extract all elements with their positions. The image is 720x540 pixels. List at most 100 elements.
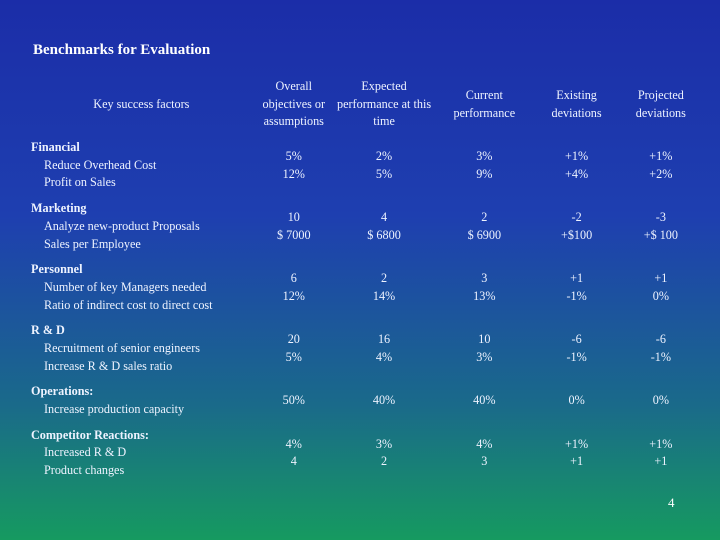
projected-cell: 0% xyxy=(620,379,702,422)
current-value: 3% xyxy=(476,148,493,163)
category-name: Marketing xyxy=(31,201,87,216)
current-cell: 3% 9% xyxy=(435,135,533,196)
overall-cell: 50% xyxy=(255,379,333,422)
category-name: Operations: xyxy=(31,384,94,399)
page-number: 4 xyxy=(668,495,675,510)
projected-cell: +1 0% xyxy=(620,257,702,318)
current-value: 2 xyxy=(481,209,488,224)
overall-value: 12% xyxy=(282,166,305,181)
overall-value: 4 xyxy=(290,454,297,469)
expected-cell: 40% xyxy=(333,379,435,422)
existing-cell: -6 -1% xyxy=(533,318,619,379)
existing-value: +$100 xyxy=(560,227,593,242)
existing-value: -2 xyxy=(571,209,582,224)
expected-cell: 2 14% xyxy=(333,257,435,318)
expected-value: 2 xyxy=(380,454,388,469)
expected-value: 2% xyxy=(375,148,393,163)
col-expected-performance: Expected performance at this time xyxy=(337,79,432,129)
projected-cell: -3 +$ 100 xyxy=(620,196,702,257)
overall-value: 5% xyxy=(285,349,302,364)
col-overall-objectives: Overall objectives or assumptions xyxy=(262,79,326,129)
overall-value: 50% xyxy=(282,393,305,408)
current-cell: 3 13% xyxy=(435,257,533,318)
existing-cell: +1 -1% xyxy=(533,257,619,318)
projected-value: +1 xyxy=(654,271,668,286)
overall-value: 6 xyxy=(290,271,297,286)
key-factor-cell: Personnel Number of key Managers needed Ra… xyxy=(28,257,255,318)
table-header-row: Key success factors Overall objectives o… xyxy=(28,74,702,135)
table-row: R & D Recruitment of senior engineers Incr… xyxy=(28,318,702,379)
table-row: Competitor Reactions: Increased R & D Prod… xyxy=(28,423,702,484)
factor-item: Ratio of indirect cost to direct cost xyxy=(44,297,213,312)
projected-value: -3 xyxy=(655,209,666,224)
current-cell: 40% xyxy=(435,379,533,422)
expected-value: $ 6800 xyxy=(367,227,401,242)
page-title: Benchmarks for Evaluation xyxy=(33,42,211,58)
existing-value: +1 xyxy=(570,454,584,469)
existing-value: 0% xyxy=(568,393,585,408)
projected-value: 0% xyxy=(652,288,669,303)
factor-item: Profit on Sales xyxy=(44,175,116,190)
overall-value: 12% xyxy=(282,288,305,303)
existing-value: +1 xyxy=(570,271,584,286)
existing-value: -1% xyxy=(566,349,587,364)
overall-cell: 20 5% xyxy=(255,318,333,379)
existing-value: +1% xyxy=(565,436,589,451)
factor-item: Analyze new-product Proposals xyxy=(44,218,200,233)
existing-cell: 0% xyxy=(533,379,619,422)
key-factor-cell: Competitor Reactions: Increased R & D Prod… xyxy=(28,423,255,484)
expected-value: 2 xyxy=(380,271,388,286)
projected-cell: -6 -1% xyxy=(620,318,702,379)
expected-value: 16 xyxy=(377,332,391,347)
expected-value: 40% xyxy=(372,393,396,408)
current-cell: 10 3% xyxy=(435,318,533,379)
current-value: 9% xyxy=(476,166,493,181)
factor-item: Increase production capacity xyxy=(44,402,185,416)
overall-value: 4% xyxy=(285,436,302,451)
expected-cell: 2% 5% xyxy=(333,135,435,196)
overall-cell: 4% 4 xyxy=(255,423,333,484)
factor-item: Product changes xyxy=(44,463,125,478)
table-row: Marketing Analyze new-product Proposals Sa… xyxy=(28,196,702,257)
expected-cell: 3% 2 xyxy=(333,423,435,484)
overall-value: 20 xyxy=(287,332,300,347)
existing-value: +4% xyxy=(565,166,589,181)
key-factor-cell: R & D Recruitment of senior engineers Incr… xyxy=(28,318,255,379)
factor-item: Recruitment of senior engineers xyxy=(44,340,201,355)
factor-item: Sales per Employee xyxy=(44,236,141,251)
col-key-success-factors: Key success factors xyxy=(93,96,190,111)
expected-value: 14% xyxy=(372,288,396,303)
factor-item: Increase R & D sales ratio xyxy=(44,358,173,373)
factor-item: Reduce Overhead Cost xyxy=(44,157,157,172)
expected-value: 5% xyxy=(375,166,393,181)
projected-value: 0% xyxy=(652,393,669,408)
overall-value: 10 xyxy=(287,209,300,224)
existing-value: +1% xyxy=(565,148,589,163)
col-current-performance: Current performance xyxy=(453,87,516,120)
factor-item: Number of key Managers needed xyxy=(44,279,207,294)
expected-value: 4% xyxy=(375,349,393,364)
factor-item: Increased R & D xyxy=(44,445,127,460)
expected-cell: 16 4% xyxy=(333,318,435,379)
category-name: Personnel xyxy=(31,262,83,277)
overall-cell: 6 12% xyxy=(255,257,333,318)
current-value: 10 xyxy=(478,332,491,347)
table-row: Personnel Number of key Managers needed Ra… xyxy=(28,257,702,318)
category-name: Competitor Reactions: xyxy=(31,427,149,442)
existing-value: -6 xyxy=(571,332,582,347)
projected-value: -1% xyxy=(650,349,672,364)
category-name: R & D xyxy=(31,323,65,338)
current-cell: 2 $ 6900 xyxy=(435,196,533,257)
col-existing-deviations: Existing deviations xyxy=(551,87,602,120)
key-factor-cell: Marketing Analyze new-product Proposals Sa… xyxy=(28,196,255,257)
expected-value: 3% xyxy=(375,436,393,451)
projected-value: +2% xyxy=(649,166,673,181)
overall-value: $ 7000 xyxy=(277,227,311,242)
projected-value: +1% xyxy=(649,148,673,163)
current-value: 3 xyxy=(481,454,488,469)
projected-cell: +1% +1 xyxy=(620,423,702,484)
current-value: 13% xyxy=(473,288,496,303)
current-cell: 4% 3 xyxy=(435,423,533,484)
current-value: $ 6900 xyxy=(467,227,502,242)
current-value: 4% xyxy=(476,436,493,451)
